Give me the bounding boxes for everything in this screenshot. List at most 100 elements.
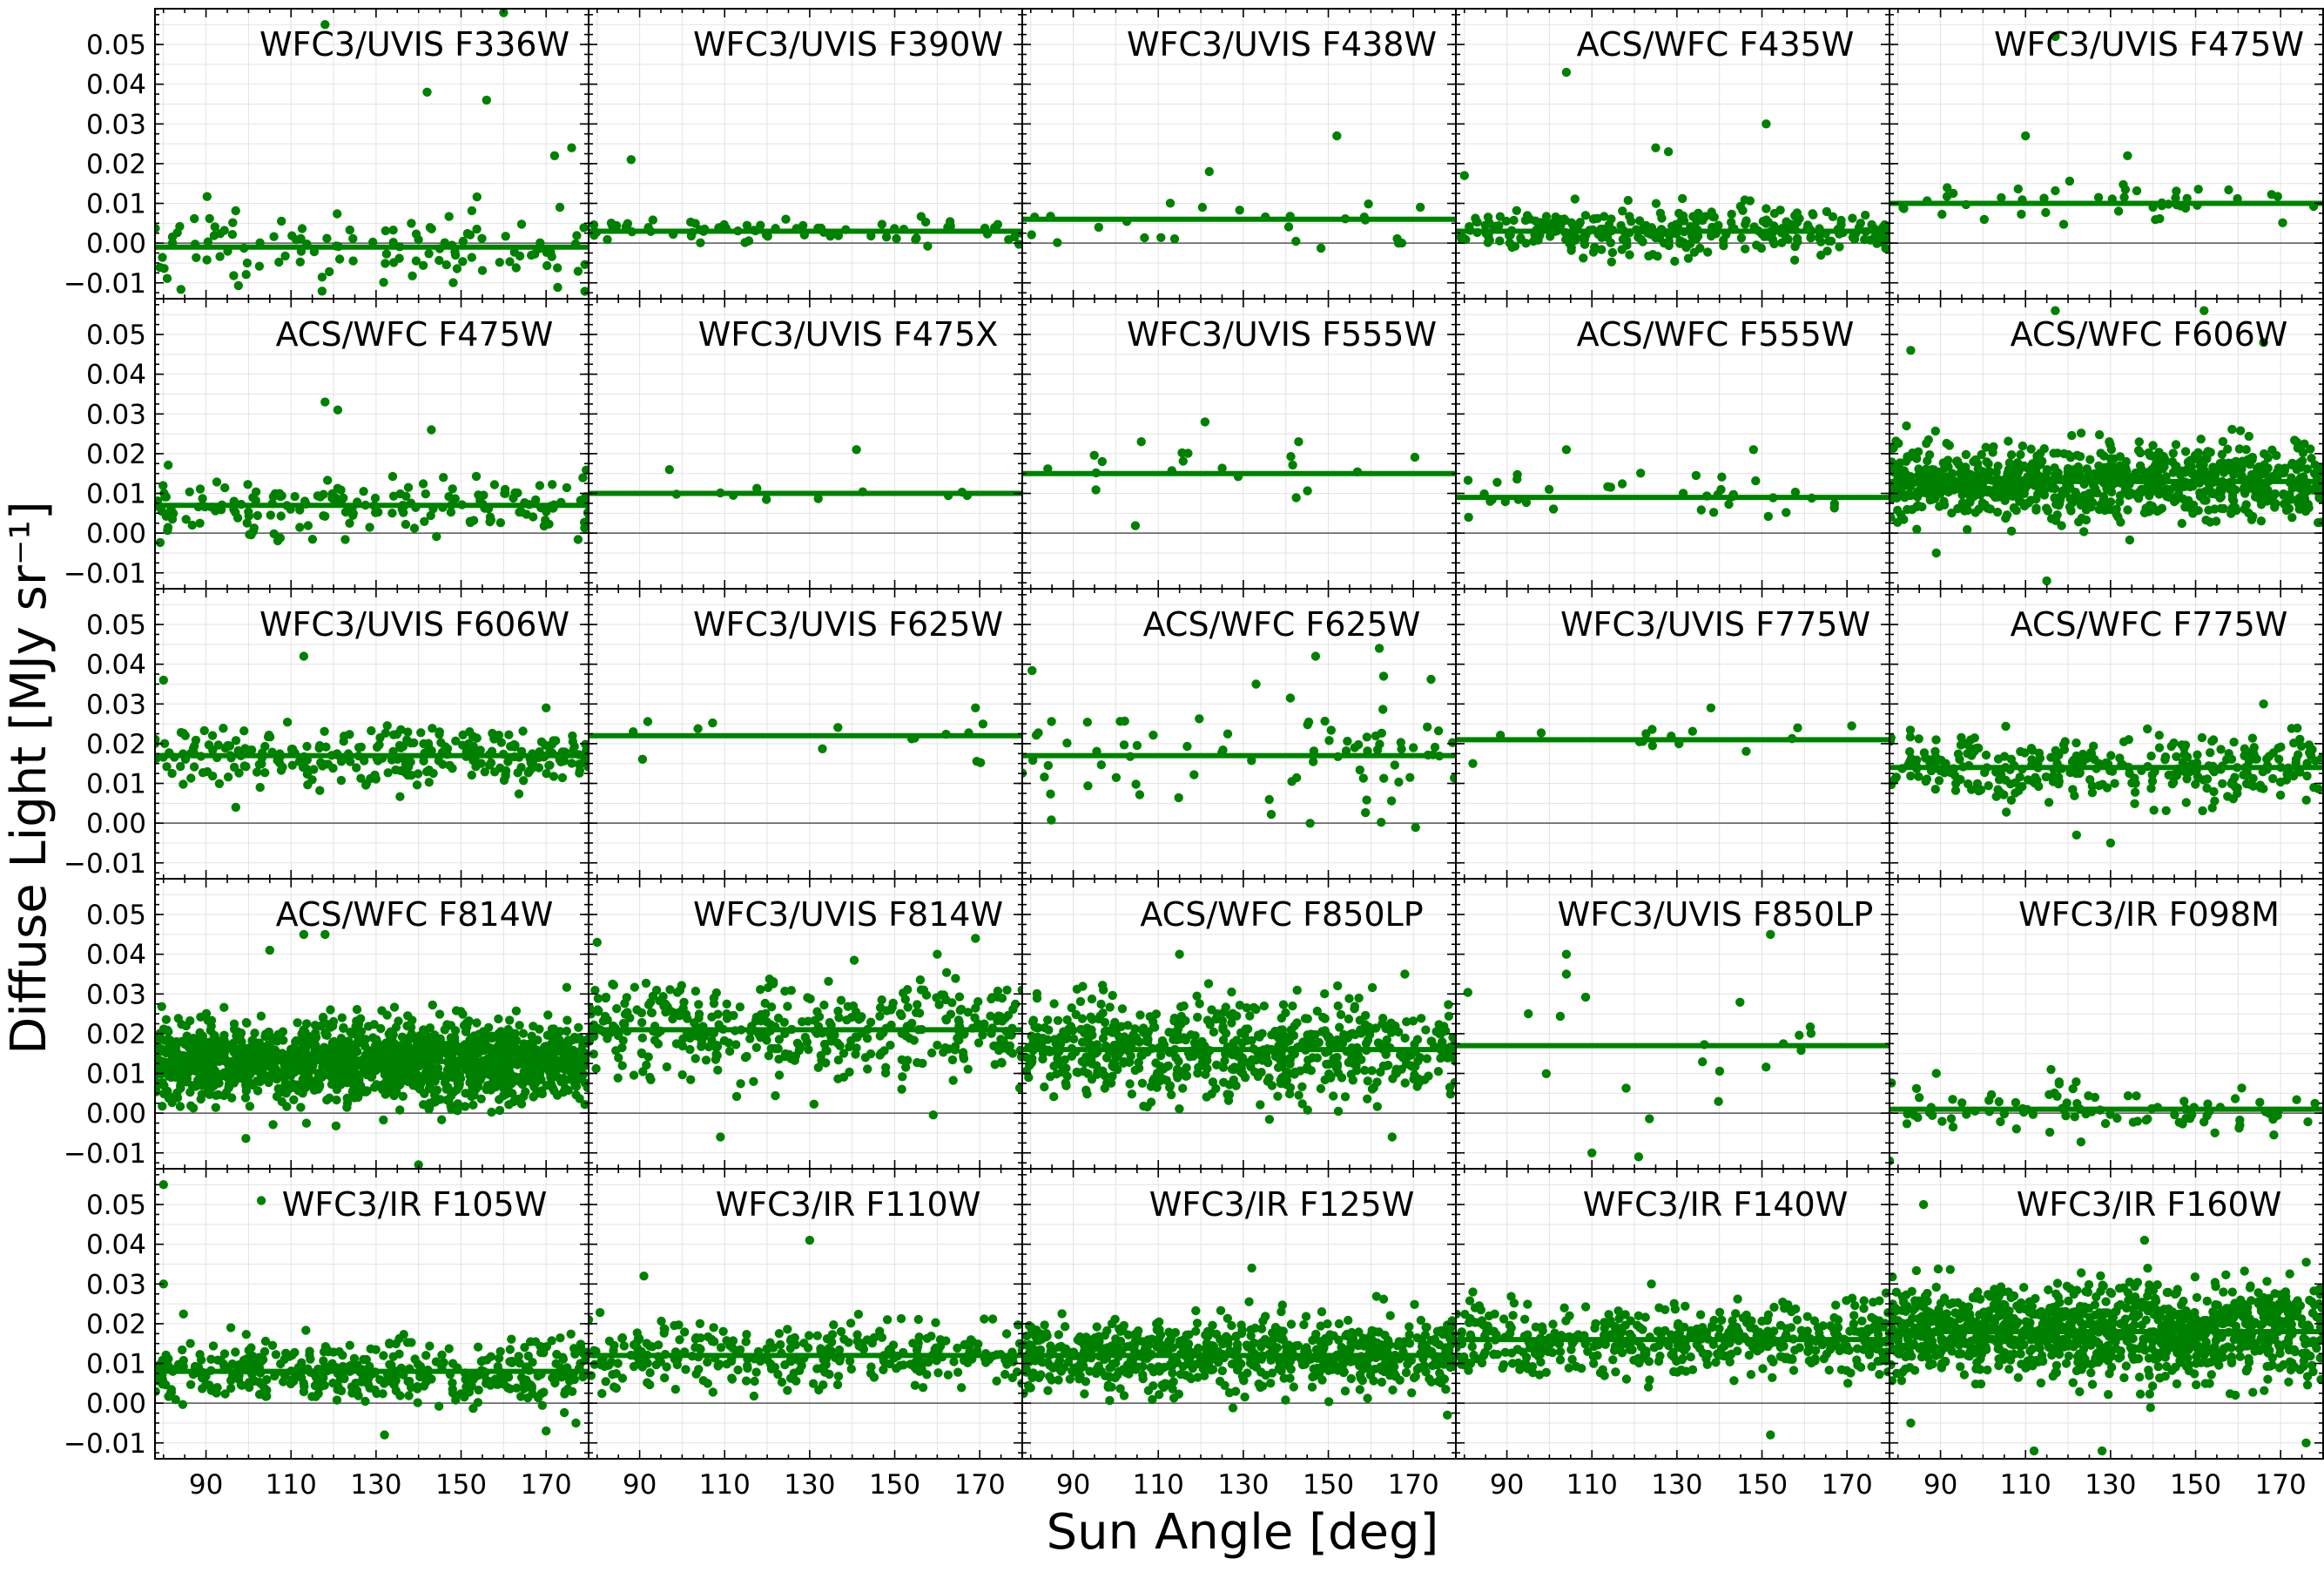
data-point — [381, 259, 390, 268]
data-point — [2105, 454, 2116, 463]
data-point — [266, 510, 275, 520]
data-point — [1179, 1001, 1189, 1011]
data-point — [2239, 770, 2248, 779]
data-point — [1027, 665, 1037, 676]
data-point — [1405, 773, 1415, 782]
data-point — [2085, 455, 2095, 464]
data-point — [461, 1102, 470, 1111]
data-point — [2147, 776, 2158, 786]
data-point — [2272, 450, 2281, 461]
data-point — [1979, 214, 1989, 225]
data-points — [1027, 131, 1425, 253]
data-point — [783, 1002, 792, 1011]
data-point — [576, 1045, 586, 1055]
data-point — [1977, 498, 1987, 508]
data-point — [1636, 469, 1646, 478]
data-point — [1131, 779, 1141, 789]
panel-title: WFC3/UVIS F606W — [259, 605, 569, 644]
data-point — [504, 730, 514, 739]
data-point — [1716, 484, 1726, 495]
data-point — [442, 1072, 452, 1082]
data-point — [1719, 241, 1728, 251]
data-point — [1004, 1030, 1014, 1040]
data-point — [2279, 489, 2288, 499]
data-point — [2233, 783, 2242, 793]
data-point — [302, 741, 312, 752]
data-point — [428, 1063, 437, 1073]
data-point — [2160, 755, 2170, 765]
data-point — [1223, 1096, 1234, 1105]
data-point — [196, 1094, 205, 1104]
data-point — [389, 1045, 400, 1055]
data-point — [444, 212, 454, 221]
data-point — [2179, 750, 2189, 759]
data-point — [191, 735, 201, 746]
data-point — [495, 258, 504, 267]
data-point — [339, 1047, 348, 1056]
data-point — [1139, 1023, 1149, 1033]
data-point — [1083, 781, 1093, 791]
data-point — [465, 1077, 475, 1088]
data-point — [253, 510, 262, 521]
data-point — [2058, 219, 2069, 229]
data-point — [1973, 488, 1983, 497]
data-point — [1606, 238, 1616, 247]
data-point — [694, 1009, 704, 1019]
data-point — [711, 1049, 721, 1059]
data-point — [167, 768, 177, 779]
data-point — [749, 1076, 758, 1087]
data-point — [489, 734, 499, 744]
data-point — [2294, 483, 2305, 493]
data-point — [499, 775, 509, 786]
panel-acs-wfc-f606w: ACS/WFC F606W — [1889, 298, 2324, 590]
data-point — [2177, 467, 2186, 476]
data-point — [2303, 499, 2313, 509]
data-point — [553, 282, 562, 293]
data-point — [1944, 441, 1954, 450]
data-point — [1670, 256, 1680, 266]
data-point — [1288, 460, 1297, 470]
data-point — [1707, 231, 1716, 241]
data-point — [403, 482, 414, 492]
data-point — [1617, 245, 1627, 254]
data-points — [589, 934, 1022, 1142]
data-point — [365, 523, 374, 532]
data-point — [1027, 230, 1036, 240]
data-point — [1923, 484, 1933, 494]
data-point — [1999, 752, 2010, 761]
panel-title: ACS/WFC F475W — [276, 315, 554, 354]
data-point — [467, 253, 476, 262]
data-point — [632, 1005, 642, 1015]
data-point — [317, 1071, 327, 1081]
data-point — [326, 1005, 335, 1015]
data-point — [453, 1099, 462, 1109]
data-point — [482, 95, 491, 105]
panel-acs-wfc-f435w: ACS/WFC F435W — [1455, 8, 1890, 300]
data-point — [394, 1069, 404, 1079]
data-point — [2051, 31, 2060, 42]
data-point — [1355, 765, 1365, 775]
data-point — [2051, 494, 2062, 503]
data-point — [1972, 459, 1983, 469]
data-points — [155, 397, 589, 548]
data-point — [2086, 503, 2096, 512]
data-point — [1925, 494, 1936, 503]
data-point — [1688, 212, 1698, 221]
data-point — [2112, 504, 2121, 514]
data-point — [993, 986, 1003, 996]
data-point — [1775, 206, 1785, 215]
data-point — [790, 1056, 799, 1065]
panel-title: WFC3/UVIS F475X — [698, 315, 999, 354]
data-point — [1335, 1022, 1344, 1032]
data-point — [1333, 1001, 1343, 1011]
data-point — [320, 20, 330, 30]
data-point — [374, 740, 384, 750]
data-point — [1724, 499, 1734, 509]
data-point — [158, 1102, 167, 1111]
data-point — [383, 1087, 393, 1096]
y-tick-label: 0.02 — [86, 1019, 146, 1050]
data-point — [763, 982, 773, 993]
data-point — [241, 1017, 252, 1028]
data-point — [1062, 739, 1072, 748]
data-point — [740, 1053, 751, 1063]
